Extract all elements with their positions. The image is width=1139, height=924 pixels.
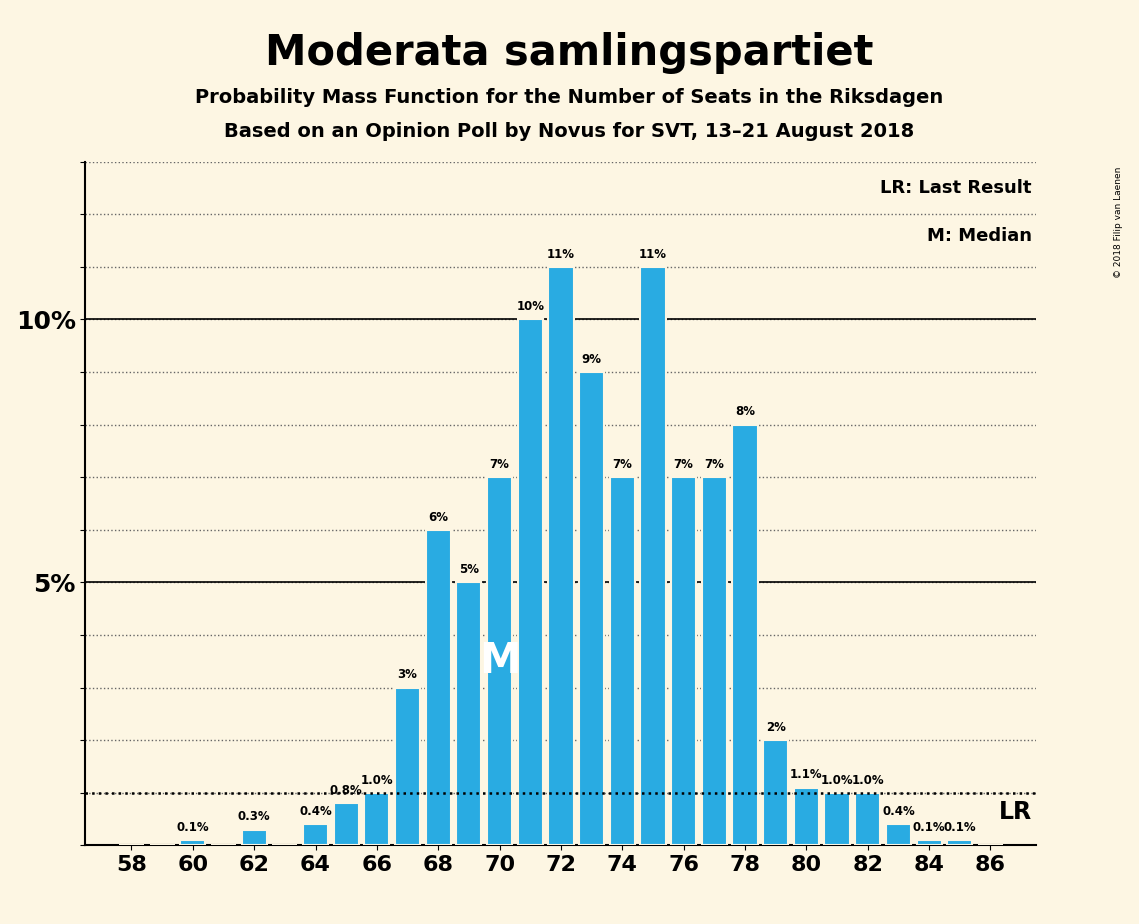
Text: 1.0%: 1.0%	[361, 773, 393, 786]
Text: 10%: 10%	[516, 300, 544, 313]
Bar	[609, 478, 634, 845]
Text: Probability Mass Function for the Number of Seats in the Riksdagen: Probability Mass Function for the Number…	[196, 88, 943, 107]
Text: 5%: 5%	[459, 563, 478, 577]
Bar	[702, 478, 727, 845]
Text: Moderata samlingspartiet: Moderata samlingspartiet	[265, 32, 874, 74]
Bar	[640, 267, 665, 845]
Text: LR: Last Result: LR: Last Result	[880, 179, 1032, 197]
Text: 0.8%: 0.8%	[330, 784, 362, 797]
Text: 9%: 9%	[582, 353, 601, 366]
Text: 11%: 11%	[639, 248, 667, 261]
Text: 0.1%: 0.1%	[943, 821, 976, 833]
Text: M: Median: M: Median	[927, 226, 1032, 245]
Bar	[917, 840, 942, 845]
Bar	[334, 803, 359, 845]
Bar	[395, 687, 420, 845]
Bar	[579, 372, 604, 845]
Bar	[364, 793, 390, 845]
Text: 0.4%: 0.4%	[882, 805, 915, 818]
Bar	[518, 320, 543, 845]
Text: 7%: 7%	[674, 458, 694, 471]
Text: 7%: 7%	[490, 458, 509, 471]
Text: 7%: 7%	[704, 458, 724, 471]
Bar	[671, 478, 696, 845]
Text: 11%: 11%	[547, 248, 575, 261]
Bar	[855, 793, 880, 845]
Text: Based on an Opinion Poll by Novus for SVT, 13–21 August 2018: Based on an Opinion Poll by Novus for SV…	[224, 122, 915, 141]
Text: 6%: 6%	[428, 511, 449, 524]
Bar	[487, 478, 513, 845]
Bar	[241, 830, 267, 845]
Text: 2%: 2%	[765, 721, 786, 734]
Text: 7%: 7%	[613, 458, 632, 471]
Text: LR: LR	[999, 799, 1032, 823]
Text: 0.4%: 0.4%	[300, 805, 331, 818]
Bar	[794, 787, 819, 845]
Bar	[303, 824, 328, 845]
Text: 1.0%: 1.0%	[821, 773, 853, 786]
Bar	[732, 425, 757, 845]
Bar	[457, 582, 482, 845]
Text: 1.1%: 1.1%	[790, 768, 822, 782]
Bar	[763, 740, 788, 845]
Text: 8%: 8%	[735, 406, 755, 419]
Text: 0.1%: 0.1%	[177, 821, 210, 833]
Text: 1.0%: 1.0%	[852, 773, 884, 786]
Bar	[948, 840, 973, 845]
Text: © 2018 Filip van Laenen: © 2018 Filip van Laenen	[1114, 166, 1123, 278]
Text: 0.1%: 0.1%	[912, 821, 945, 833]
Bar	[886, 824, 911, 845]
Text: 0.3%: 0.3%	[238, 810, 270, 823]
Bar	[548, 267, 574, 845]
Bar	[825, 793, 850, 845]
Bar	[426, 529, 451, 845]
Text: M: M	[478, 640, 521, 682]
Bar	[180, 840, 205, 845]
Text: 3%: 3%	[398, 668, 418, 681]
